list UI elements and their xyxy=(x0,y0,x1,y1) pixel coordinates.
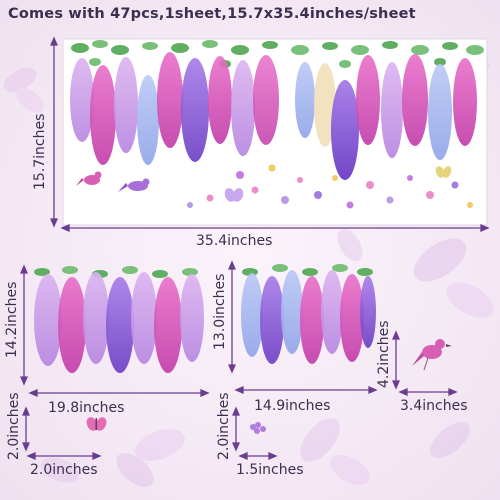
leaf-garland xyxy=(71,40,484,68)
bird-sticker xyxy=(412,339,452,371)
dimension-lines xyxy=(20,36,490,460)
main-width-label: 35.4inches xyxy=(196,233,273,249)
bird-width-label: 3.4inches xyxy=(400,398,468,414)
butterfly-icon xyxy=(224,188,244,202)
panel-right xyxy=(241,264,376,364)
panel-left-width-label: 19.8inches xyxy=(48,400,125,416)
panel-right-height-label: 13.0inches xyxy=(212,273,228,350)
main-sheet xyxy=(62,38,488,226)
wisteria-clusters xyxy=(70,52,477,180)
bird-icon xyxy=(76,171,102,186)
background-petals xyxy=(3,47,494,487)
header-text: Comes with 47pcs,1sheet,15.7x35.4inches/… xyxy=(8,6,416,22)
petal-width-label: 1.5inches xyxy=(236,462,304,478)
butterfly-sticker xyxy=(86,417,107,431)
panel-left-height-label: 14.2inches xyxy=(4,281,20,358)
butterfly-height-label: 2.0inches xyxy=(6,392,22,460)
panel-left xyxy=(34,266,204,373)
petal-height-label: 2.0inches xyxy=(216,392,232,460)
bird-height-label: 4.2inches xyxy=(376,320,392,388)
main-height-label: 15.7inches xyxy=(32,113,48,190)
petal-sticker xyxy=(250,422,266,434)
butterfly-width-label: 2.0inches xyxy=(30,462,98,478)
bird-icon xyxy=(118,178,150,192)
scattered-petals xyxy=(187,164,473,209)
panel-right-width-label: 14.9inches xyxy=(254,398,331,414)
butterfly-icon xyxy=(435,166,452,178)
